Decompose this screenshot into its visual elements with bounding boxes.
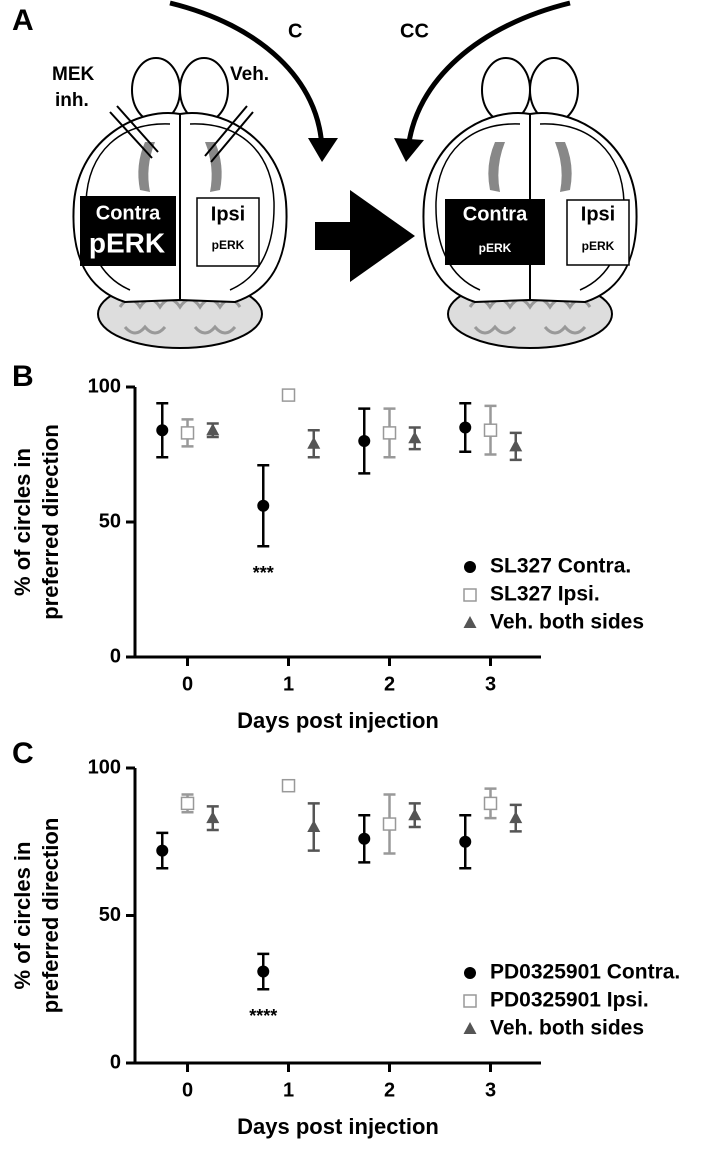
marker [307,820,321,832]
marker [483,796,498,811]
big-arrow [315,190,415,282]
legend-label: SL327 Contra. [490,555,631,578]
marker [408,808,422,821]
x-tick-label: 0 [182,1079,193,1101]
y-axis-title: preferred direction [38,818,63,1014]
marker [281,778,296,793]
marker [408,431,422,444]
box-label: pERK [212,238,245,252]
panel-label: B [12,360,34,393]
legend-marker [464,967,476,979]
marker [358,832,371,845]
ipsi-box [566,199,630,266]
contra-box [80,196,176,266]
y-axis-title: % of circles in [10,842,35,990]
legend-marker [463,994,477,1008]
x-tick-label: 1 [283,1079,294,1101]
legend-label: Veh. both sides [490,1017,644,1040]
x-axis-title: Days post injection [237,708,439,733]
y-tick-label: 50 [99,510,121,532]
drug-label: inh. [55,90,89,111]
box-label: Contra [463,203,528,225]
significance: **** [249,1006,277,1026]
marker [281,388,296,402]
marker [156,844,169,857]
y-tick-label: 100 [88,756,121,778]
box-label: pERK [89,227,165,258]
rotation-arrow [405,0,571,151]
x-axis-title: Days post injection [237,1114,439,1139]
ipsi-box [196,197,260,267]
legend-marker [464,561,476,573]
panel-label: C [12,737,34,770]
marker [180,796,195,811]
legend-label: SL327 Ipsi. [490,583,600,606]
marker [307,436,321,449]
rotation-arrow [169,0,325,151]
marker [459,835,472,848]
y-tick-label: 100 [88,375,121,397]
marker [382,817,397,831]
arrow-head [308,138,338,162]
legend-label: PD0325901 Contra. [490,961,680,984]
box-label: pERK [479,241,512,255]
drug-label: MEK [52,64,95,85]
marker [180,426,195,440]
significance: *** [253,563,274,583]
marker [257,965,270,978]
marker [358,435,371,447]
needle [204,105,254,163]
legend-label: PD0325901 Ipsi. [490,989,649,1012]
marker [206,423,220,436]
legend-label: Veh. both sides [490,611,644,634]
marker [509,811,523,824]
x-tick-label: 3 [485,1079,496,1101]
legend-marker [463,616,477,628]
marker [206,811,220,824]
y-axis-title: preferred direction [38,424,63,620]
marker [257,499,270,512]
x-tick-label: 2 [384,1079,395,1101]
rotation-label: C [288,20,302,42]
box-label: Ipsi [211,203,245,225]
x-tick-label: 0 [182,673,193,695]
x-tick-label: 3 [485,673,496,695]
contra-box [445,199,545,265]
legend-marker [463,1022,477,1034]
marker [459,421,472,434]
rotation-label: CC [400,20,429,42]
marker [509,439,523,452]
box-label: pERK [582,239,615,253]
marker [156,424,169,437]
y-axis-title: % of circles in [10,448,35,596]
marker [483,423,498,437]
box-label: Contra [96,202,161,224]
arrow-head [394,138,424,162]
x-tick-label: 2 [384,673,395,695]
y-tick-label: 0 [110,645,121,667]
vehicle-label: Veh. [230,64,269,85]
panel-label: A [12,4,34,37]
box-label: Ipsi [581,203,615,225]
marker [382,426,397,440]
legend-marker [463,588,477,602]
needle [109,105,159,159]
y-tick-label: 0 [110,1051,121,1073]
y-tick-label: 50 [99,904,121,926]
x-tick-label: 1 [283,673,294,695]
